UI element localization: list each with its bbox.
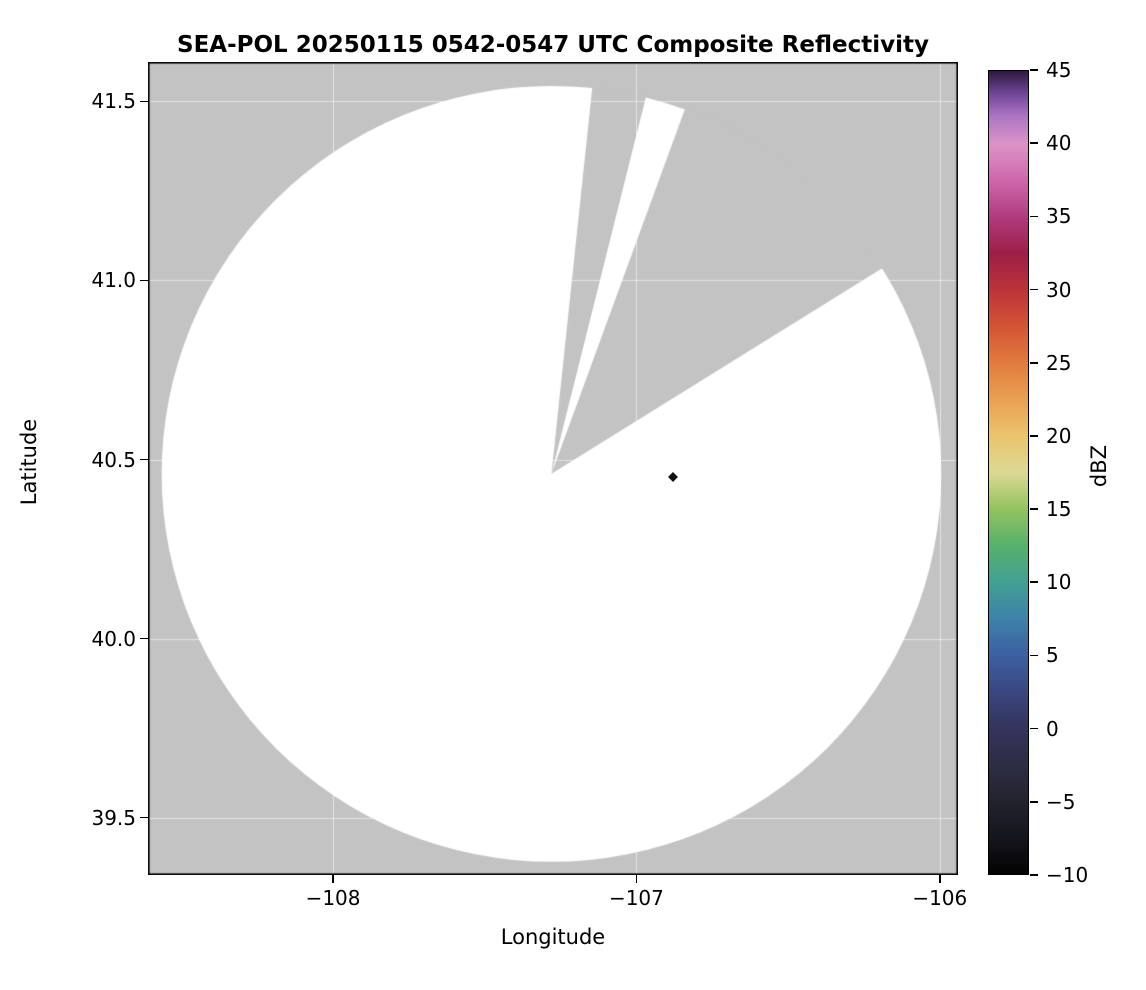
colorbar-tick-label: 5 (1046, 643, 1059, 668)
colorbar-tick-mark (1030, 361, 1038, 364)
colorbar-tick-label: 40 (1046, 131, 1072, 156)
colorbar-tick-mark (1030, 215, 1038, 218)
colorbar (988, 70, 1029, 875)
x-tick-mark (938, 875, 941, 883)
colorbar-label: dBZ (1087, 444, 1111, 488)
y-tick-mark (140, 279, 148, 282)
colorbar-tick-label: 10 (1046, 570, 1072, 595)
y-tick-mark (140, 458, 148, 461)
colorbar-tick-mark (1030, 435, 1038, 437)
colorbar-tick-label: 45 (1046, 58, 1072, 82)
y-tick-mark (140, 100, 148, 103)
colorbar-tick-mark (1030, 142, 1038, 144)
y-axis-label: Latitude (17, 418, 41, 506)
x-tick-label: −106 (912, 886, 968, 910)
x-tick-mark (332, 875, 334, 883)
colorbar-tick-mark (1030, 288, 1038, 291)
colorbar-tick-label: 0 (1046, 716, 1059, 741)
y-tick-label: 41.5 (91, 89, 136, 114)
y-tick-label: 40.5 (91, 447, 136, 472)
y-tick-label: 39.5 (91, 805, 136, 830)
plot-area (148, 62, 958, 875)
colorbar-tick-label: 20 (1046, 423, 1072, 448)
x-tick-label: −107 (608, 886, 664, 910)
colorbar-tick-label: 25 (1046, 350, 1072, 375)
colorbar-tick-mark (1030, 508, 1038, 510)
y-tick-mark (140, 816, 148, 819)
x-tick-mark (635, 875, 638, 883)
colorbar-tick-mark (1030, 801, 1038, 803)
colorbar-tick-mark (1030, 874, 1038, 876)
y-tick-mark (140, 637, 148, 640)
colorbar-tick-mark (1030, 654, 1038, 657)
colorbar-tick-label: 35 (1046, 204, 1072, 229)
colorbar-tick-mark (1030, 581, 1038, 584)
x-tick-label: −108 (305, 886, 361, 910)
colorbar-tick-label: −5 (1046, 789, 1076, 814)
colorbar-tick-label: 15 (1046, 497, 1072, 522)
y-tick-label: 41.0 (91, 268, 136, 293)
y-tick-label: 40.0 (91, 626, 136, 651)
radar-coverage-canvas (148, 62, 958, 875)
chart-title: SEA-POL 20250115 0542-0547 UTC Composite… (177, 32, 929, 58)
colorbar-tick-mark (1030, 69, 1038, 71)
colorbar-tick-mark (1030, 727, 1038, 730)
colorbar-tick-label: 30 (1046, 277, 1072, 302)
x-axis-label: Longitude (500, 925, 606, 949)
colorbar-tick-label: −10 (1046, 863, 1089, 887)
